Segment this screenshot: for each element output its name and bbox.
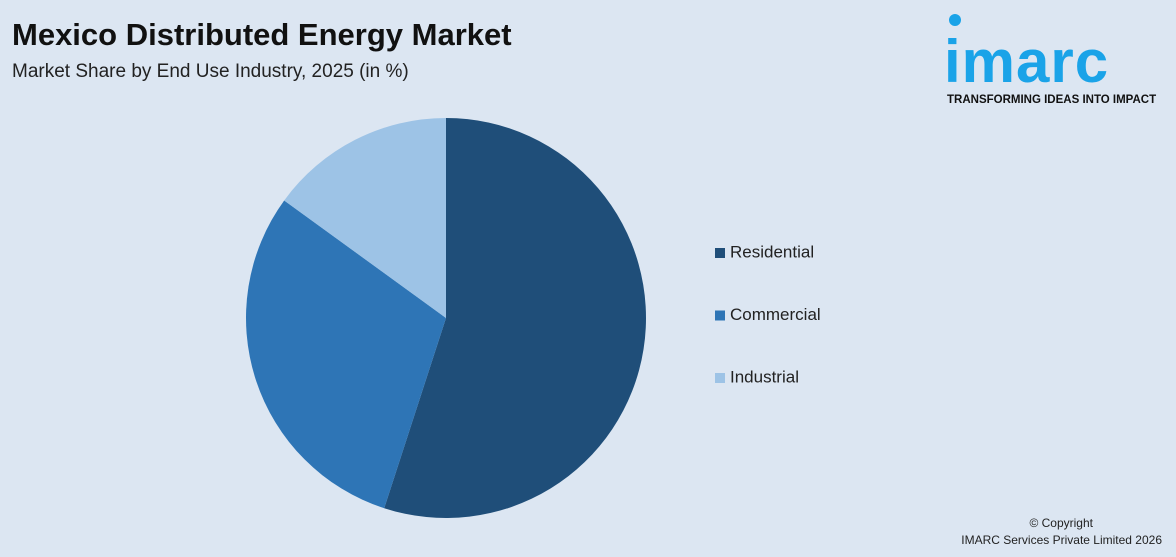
legend-label: Residential xyxy=(730,242,814,261)
logo-name: imarc xyxy=(944,28,1109,95)
pie-slice xyxy=(245,200,446,509)
chart-title: Mexico Distributed Energy Market xyxy=(12,17,512,52)
legend-label: Commercial xyxy=(730,305,821,324)
copyright: © Copyright xyxy=(1029,516,1093,530)
legend-swatch xyxy=(715,373,725,383)
pie-slice xyxy=(284,118,446,318)
legend-swatch xyxy=(715,310,725,321)
company: IMARC Services Private Limited 2026 xyxy=(961,533,1162,547)
logo-tagline: TRANSFORMING IDEAS INTO IMPACT xyxy=(947,94,1156,106)
chart-subtitle: Market Share by End Use Industry, 2025 (… xyxy=(12,61,409,82)
logo-dot xyxy=(949,14,961,26)
legend-swatch xyxy=(715,248,725,258)
pie-slice xyxy=(384,118,646,518)
legend-label: Industrial xyxy=(730,367,799,386)
